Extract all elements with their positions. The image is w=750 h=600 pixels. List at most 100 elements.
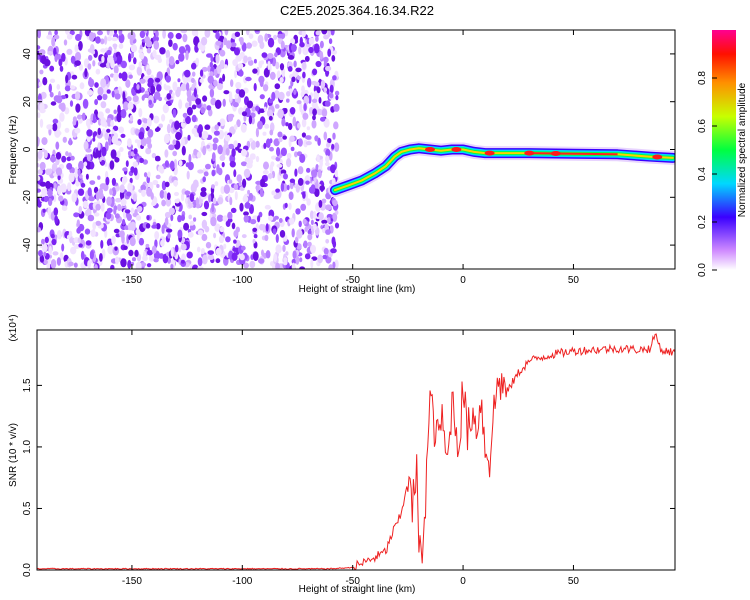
noise-speck xyxy=(306,37,310,45)
spectrogram-x-label: Height of straight line (km) xyxy=(299,284,416,295)
noise-speck xyxy=(191,114,197,123)
noise-speck xyxy=(95,36,101,44)
noise-speck xyxy=(74,127,81,134)
noise-speck xyxy=(235,226,240,233)
noise-speck xyxy=(172,42,178,51)
noise-speck xyxy=(220,186,225,194)
noise-speck xyxy=(158,123,163,129)
noise-speck xyxy=(141,189,146,197)
noise-speck xyxy=(88,54,93,61)
noise-speck xyxy=(267,173,273,179)
noise-speck xyxy=(175,87,181,98)
noise-speck xyxy=(249,260,256,269)
noise-speck xyxy=(185,162,190,168)
noise-speck xyxy=(54,30,58,36)
noise-speck xyxy=(277,33,284,39)
noise-speck xyxy=(88,78,95,87)
noise-speck xyxy=(81,112,86,121)
signal-track-core xyxy=(529,152,618,156)
noise-speck xyxy=(164,211,171,219)
noise-speck xyxy=(65,151,69,157)
noise-speck xyxy=(113,72,119,82)
noise-speck xyxy=(191,30,197,36)
noise-speck xyxy=(292,250,297,259)
noise-speck xyxy=(49,65,55,72)
noise-speck xyxy=(282,260,288,266)
noise-speck xyxy=(284,108,288,114)
snr-y-label: SNR (10 * v/v) xyxy=(8,423,19,487)
noise-speck xyxy=(255,140,260,148)
noise-speck xyxy=(320,116,326,122)
noise-speck xyxy=(258,60,263,69)
noise-speck xyxy=(330,248,337,254)
noise-speck xyxy=(278,91,285,101)
noise-speck xyxy=(211,152,216,162)
noise-speck xyxy=(39,69,44,75)
noise-speck xyxy=(305,180,310,185)
noise-speck xyxy=(125,79,131,88)
noise-speck xyxy=(243,55,249,63)
noise-speck xyxy=(177,229,183,239)
noise-speck xyxy=(62,136,67,143)
noise-speck xyxy=(66,234,71,240)
noise-speck xyxy=(205,241,212,249)
noise-speck xyxy=(201,233,208,242)
noise-speck xyxy=(312,68,318,76)
noise-speck xyxy=(73,212,80,218)
noise-speck xyxy=(185,82,190,91)
noise-speck xyxy=(119,184,125,193)
noise-speck xyxy=(53,194,57,203)
noise-speck xyxy=(219,118,226,127)
noise-speck xyxy=(325,148,331,157)
noise-speck xyxy=(82,200,89,209)
noise-speck xyxy=(92,137,96,142)
noise-speck xyxy=(318,97,322,104)
noise-speck xyxy=(240,161,248,167)
noise-speck xyxy=(193,36,200,47)
noise-speck xyxy=(84,228,91,235)
noise-speck xyxy=(68,137,72,146)
noise-speck xyxy=(74,51,82,62)
noise-speck xyxy=(200,107,206,114)
noise-speck xyxy=(65,74,69,84)
noise-speck xyxy=(294,151,298,158)
noise-speck xyxy=(263,142,267,149)
noise-speck xyxy=(267,37,275,48)
noise-speck xyxy=(334,222,340,229)
hot-spot xyxy=(524,150,535,156)
noise-speck xyxy=(257,215,261,223)
noise-speck xyxy=(265,250,271,259)
noise-speck xyxy=(288,122,293,131)
noise-speck xyxy=(279,77,284,83)
noise-speck xyxy=(111,187,117,197)
noise-speck xyxy=(193,148,198,156)
noise-speck xyxy=(200,248,205,255)
noise-speck xyxy=(113,65,119,74)
noise-speck xyxy=(153,115,160,124)
noise-speck xyxy=(174,120,180,130)
noise-speck xyxy=(173,159,178,169)
noise-speck xyxy=(273,34,278,40)
noise-speck xyxy=(51,238,57,246)
noise-speck xyxy=(331,143,335,150)
noise-speck xyxy=(323,34,330,40)
noise-speck xyxy=(50,259,57,269)
noise-speck xyxy=(129,236,136,247)
noise-speck xyxy=(169,89,173,95)
noise-speck xyxy=(295,208,301,215)
noise-speck xyxy=(197,266,204,269)
noise-speck xyxy=(52,118,59,124)
noise-speck xyxy=(87,63,92,70)
noise-speck xyxy=(137,119,142,125)
noise-speck xyxy=(52,251,59,256)
noise-speck xyxy=(275,234,279,243)
noise-speck xyxy=(325,161,330,167)
noise-speck xyxy=(130,207,134,215)
noise-speck xyxy=(186,106,193,116)
noise-speck xyxy=(128,64,136,71)
noise-speck xyxy=(146,263,152,268)
noise-speck xyxy=(312,108,317,116)
noise-speck xyxy=(79,233,84,240)
noise-speck xyxy=(100,78,107,88)
noise-speck xyxy=(195,203,201,209)
